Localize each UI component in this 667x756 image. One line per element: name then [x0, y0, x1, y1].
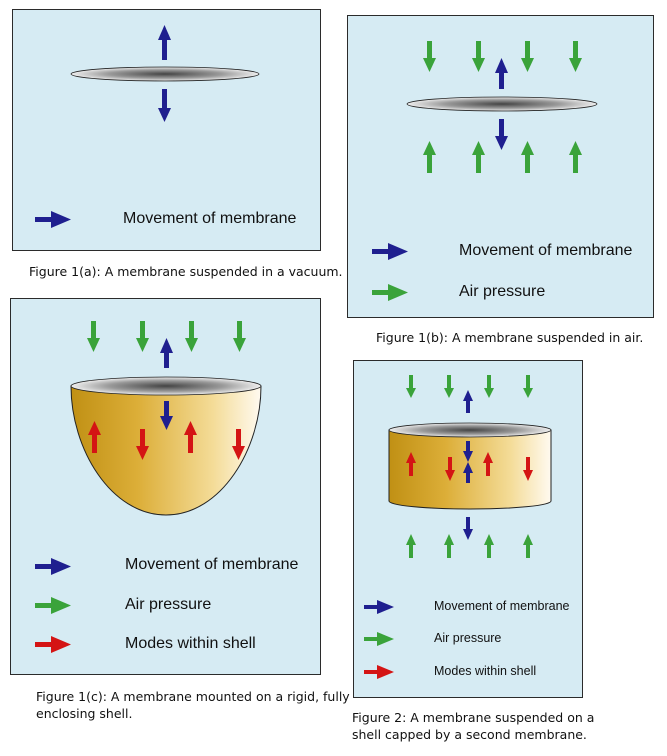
blue-arrow-icon: [372, 243, 408, 260]
blue-arrow-icon: [35, 558, 71, 575]
membrane-down-arrow: [495, 119, 508, 150]
air-pressure-arrow: [472, 41, 485, 72]
mode-arrow-up: [483, 452, 493, 476]
air-pressure-arrow: [569, 141, 582, 173]
legend-movement-label: Movement of membrane: [123, 210, 297, 227]
figure-1c-caption: Figure 1(c): A membrane mounted on a rig…: [36, 688, 350, 722]
modes-arrows: [88, 421, 245, 460]
figure-2-caption-line2: shell capped by a second membrane.: [352, 727, 587, 742]
air-pressure-arrow: [569, 41, 582, 72]
green-arrow-icon: [372, 284, 408, 301]
bottom-membrane-up-arrow: [463, 462, 473, 483]
top-membrane: [388, 422, 552, 438]
air-pressure-arrow: [444, 534, 454, 558]
legend-movement-label: Movement of membrane: [434, 599, 570, 613]
figure-1b-caption: Figure 1(b): A membrane suspended in air…: [376, 330, 644, 345]
air-pressure-arrow: [136, 321, 149, 352]
membrane: [406, 96, 598, 112]
air-pressure-arrow: [185, 321, 198, 352]
air-pressure-arrow: [233, 321, 246, 352]
legend-modes-label: Modes within shell: [125, 635, 256, 652]
air-pressure-arrow: [406, 534, 416, 558]
membrane-up-arrow: [495, 58, 508, 89]
mode-arrow-up: [406, 452, 416, 476]
air-pressure-arrow: [423, 141, 436, 173]
air-arrows-bottom: [423, 141, 582, 173]
air-arrows-top: [406, 375, 533, 398]
mode-arrow-down: [232, 429, 245, 460]
figure-1b-panel: Movement of membrane Air pressure: [347, 15, 654, 318]
membrane: [70, 376, 262, 396]
air-pressure-arrow: [484, 375, 494, 398]
figure-2-drawing: [364, 375, 552, 679]
legend-air-label: Air pressure: [125, 596, 212, 613]
figure-1c-caption-line1: Figure 1(c): A membrane mounted on a rig…: [36, 689, 350, 704]
blue-arrow-icon: [35, 211, 71, 228]
modes-arrows: [406, 452, 533, 481]
air-pressure-arrow: [521, 41, 534, 72]
figure-1c-caption-line2: enclosing shell.: [36, 706, 133, 721]
air-pressure-arrow: [406, 375, 416, 398]
green-arrow-icon: [364, 632, 394, 646]
figure-1a-caption: Figure 1(a): A membrane suspended in a v…: [29, 264, 343, 279]
mode-arrow-up: [184, 421, 197, 453]
air-arrows-top: [87, 321, 246, 352]
legend-movement-label: Movement of membrane: [125, 556, 299, 573]
top-membrane-up-arrow: [463, 390, 473, 413]
air-pressure-arrow: [521, 141, 534, 173]
air-pressure-arrow: [484, 534, 494, 558]
mode-arrow-up: [88, 421, 101, 453]
legend-movement-label: Movement of membrane: [459, 242, 633, 259]
figure-2-caption-line1: Figure 2: A membrane suspended on a: [352, 710, 595, 725]
air-pressure-arrow: [472, 141, 485, 173]
air-arrows-bottom: [406, 534, 533, 558]
red-arrow-icon: [364, 665, 394, 679]
blue-arrow-icon: [364, 600, 394, 614]
figure-1a-drawing: [35, 25, 260, 228]
figure-1c-panel: Movement of membrane Air pressure Modes …: [10, 298, 321, 675]
legend-modes-label: Modes within shell: [434, 664, 537, 678]
membrane-up-arrow: [160, 338, 173, 368]
air-pressure-arrow: [523, 534, 533, 558]
figure-2-panel: Movement of membrane Air pressure Modes …: [353, 360, 583, 698]
figure-1c-drawing: [35, 321, 262, 653]
red-arrow-icon: [35, 636, 71, 653]
mode-arrow-down: [136, 429, 149, 460]
figure-1a-panel: Movement of membrane: [12, 9, 321, 251]
membrane: [70, 66, 260, 82]
enclosing-shell: [70, 385, 262, 516]
membrane-up-arrow: [158, 25, 171, 60]
figure-2-caption: Figure 2: A membrane suspended on a shel…: [352, 709, 594, 743]
legend-air-label: Air pressure: [434, 631, 502, 645]
air-pressure-arrow: [444, 375, 454, 398]
green-arrow-icon: [35, 597, 71, 614]
air-arrows-top: [423, 41, 582, 72]
air-pressure-arrow: [423, 41, 436, 72]
air-pressure-arrow: [523, 375, 533, 398]
bottom-membrane-down-arrow: [463, 517, 473, 540]
legend-air-label: Air pressure: [459, 283, 546, 300]
top-membrane-down-arrow: [463, 441, 473, 462]
mode-arrow-down: [523, 457, 533, 481]
membrane-down-arrow: [158, 89, 171, 122]
mode-arrow-down: [445, 457, 455, 481]
air-pressure-arrow: [87, 321, 100, 352]
membrane-down-arrow: [160, 401, 173, 430]
figure-1b-drawing: [372, 41, 598, 301]
